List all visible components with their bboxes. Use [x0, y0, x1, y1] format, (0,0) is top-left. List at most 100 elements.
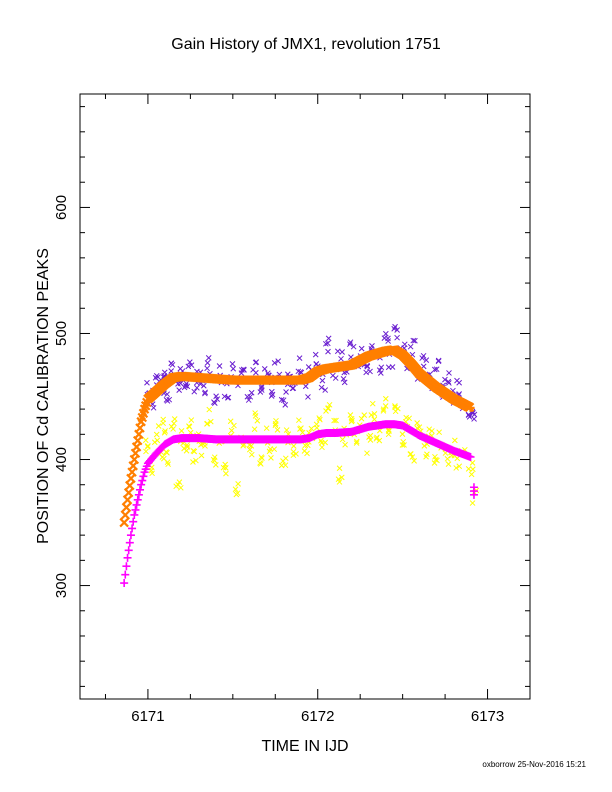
scatter-point	[212, 462, 219, 468]
scatter-point	[184, 383, 191, 390]
scatter-point	[248, 443, 255, 449]
scatter-point	[426, 426, 433, 433]
scatter-point	[445, 378, 452, 385]
scatter-point	[205, 355, 212, 361]
scatter-point	[257, 460, 263, 466]
scatter-point	[171, 416, 178, 422]
scatter-point	[465, 466, 472, 472]
scatter-point	[316, 415, 323, 421]
scatter-point	[185, 363, 192, 370]
scatter-point	[313, 424, 320, 431]
scatter-point	[297, 426, 303, 432]
scatter-point	[385, 364, 392, 371]
x-axis-label: TIME IN IJD	[261, 738, 349, 755]
scatter-point	[228, 427, 235, 434]
scatter-point	[466, 414, 473, 420]
scatter-point	[380, 408, 387, 414]
scatter-point	[318, 437, 324, 444]
scatter-point	[444, 455, 451, 462]
scatter-point	[282, 402, 289, 408]
scatter-point	[248, 451, 255, 458]
scatter-point	[207, 418, 214, 425]
scatter-point	[193, 457, 199, 464]
scatter-point	[271, 446, 278, 453]
scatter-point	[153, 431, 160, 438]
scatter-point	[339, 436, 346, 443]
fit-marker	[120, 510, 131, 520]
scatter-point	[227, 418, 234, 425]
scatter-point	[322, 387, 329, 393]
scatter-point	[364, 450, 370, 457]
scatter-point	[332, 375, 339, 381]
scatter-point	[204, 365, 210, 372]
scatter-point	[164, 449, 170, 456]
scatter-point	[198, 452, 205, 459]
scatter-point	[358, 345, 365, 352]
scatter-point	[296, 417, 302, 424]
y-tick-label: 500	[53, 321, 70, 346]
fit-marker	[466, 403, 475, 412]
scatter-point	[266, 448, 273, 455]
scatter-point	[378, 364, 385, 371]
scatter-point	[392, 323, 398, 330]
scatter-point	[342, 441, 348, 448]
scatter-point	[272, 422, 279, 429]
scatter-point	[175, 481, 182, 488]
scatter-point	[392, 404, 398, 411]
scatter-point	[211, 457, 218, 464]
scatter-point	[171, 420, 177, 427]
scatter-point	[155, 423, 162, 429]
scatter-point	[145, 442, 151, 449]
yellow-scatter-series	[142, 395, 480, 506]
scatter-point	[451, 437, 458, 444]
scatter-point	[411, 458, 417, 464]
scatter-point	[407, 343, 414, 350]
scatter-point	[376, 367, 383, 374]
scatter-point	[182, 382, 189, 389]
scatter-point	[407, 451, 414, 457]
scatter-point	[305, 394, 311, 400]
scatter-point	[176, 387, 183, 393]
scatter-point	[349, 417, 355, 424]
scatter-point	[144, 443, 151, 450]
scatter-point	[424, 451, 430, 458]
scatter-point	[271, 360, 278, 366]
scatter-point	[435, 358, 442, 365]
scatter-point	[144, 379, 150, 386]
scatter-point	[366, 434, 372, 440]
scatter-point	[253, 369, 259, 376]
scatter-point	[299, 429, 306, 436]
scatter-point	[364, 363, 371, 370]
scatter-point	[188, 362, 195, 368]
scatter-point	[431, 366, 438, 373]
scatter-point	[184, 442, 190, 448]
scatter-point	[436, 429, 443, 436]
scatter-point	[338, 355, 344, 362]
footer-credit: oxborrow 25-Nov-2016 15:21	[482, 760, 586, 769]
fit-marker	[134, 490, 143, 499]
scatter-point	[338, 474, 345, 481]
scatter-point	[268, 388, 275, 395]
scatter-point	[290, 385, 297, 392]
scatter-point	[412, 337, 418, 344]
y-tick-label: 400	[53, 447, 70, 472]
scatter-point	[301, 448, 308, 454]
scatter-point	[252, 413, 259, 419]
fit-marker	[466, 453, 475, 461]
scatter-point	[469, 500, 476, 506]
scatter-point	[223, 470, 229, 477]
scatter-point	[247, 393, 254, 400]
x-tick-label: 6172	[301, 708, 334, 725]
scatter-point	[361, 412, 368, 418]
scatter-point	[429, 428, 435, 434]
scatter-point	[431, 460, 438, 466]
scatter-point	[433, 366, 440, 373]
scatter-point	[290, 452, 297, 459]
scatter-point	[186, 423, 192, 429]
y-tick-label: 300	[53, 573, 70, 598]
fit-marker	[137, 480, 146, 489]
scatter-point	[317, 416, 323, 423]
scatter-point	[168, 368, 175, 374]
fit-marker	[122, 562, 131, 571]
orange-fit-series	[119, 345, 475, 528]
